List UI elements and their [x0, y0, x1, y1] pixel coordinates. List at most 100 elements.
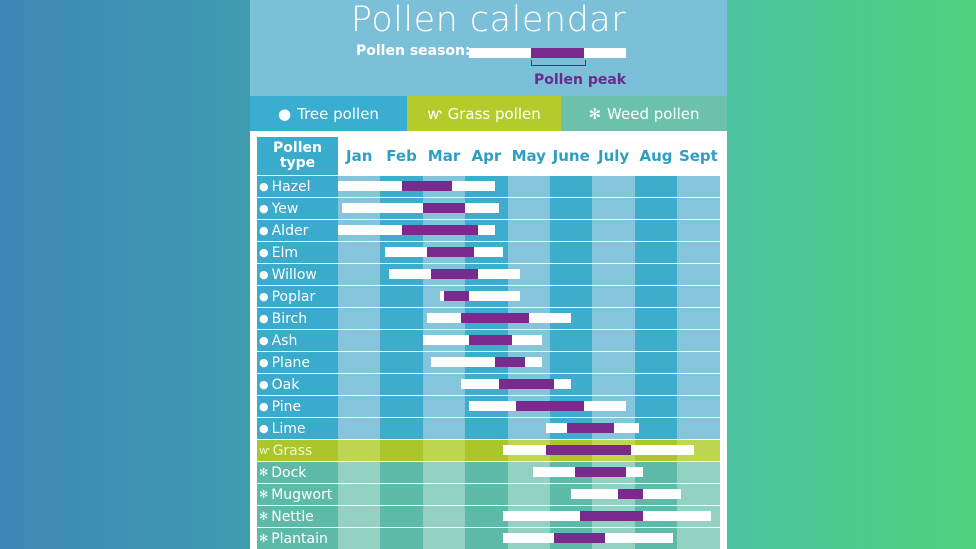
header: Pollen calendar Pollen season: Pollen pe…	[250, 0, 727, 96]
chart-row: ● Birch	[257, 308, 721, 330]
row-header: Pollen type	[257, 137, 338, 175]
month-cell	[422, 418, 466, 439]
month-cell	[634, 462, 678, 483]
peak-bar	[401, 225, 478, 235]
row-divider	[257, 263, 720, 264]
weed-icon: ✻	[259, 488, 269, 501]
peak-bar	[579, 511, 644, 521]
month-cell	[634, 242, 678, 263]
row-divider	[257, 439, 720, 440]
chart-row: ● Willow	[257, 264, 721, 286]
row-name: Oak	[271, 376, 300, 393]
month-cell	[380, 528, 424, 549]
row-divider	[257, 219, 720, 220]
grass-icon: ⱳ	[259, 444, 270, 457]
row-divider	[257, 395, 720, 396]
month-cell	[550, 176, 593, 197]
page-title: Pollen calendar	[350, 0, 627, 40]
month-cell	[592, 308, 636, 329]
month-tick-label: May	[511, 147, 546, 165]
weed-icon: ✻	[588, 104, 602, 123]
tree-icon: ●	[259, 378, 269, 391]
tab-grass-pollen: ⱳ Grass pollen	[407, 96, 561, 131]
chart-row: ⱳ Grass	[257, 440, 721, 462]
month-cell	[465, 418, 509, 439]
month-cell	[338, 374, 381, 395]
row-label: ● Ash	[257, 330, 338, 351]
month-cell	[592, 242, 636, 263]
row-divider	[257, 461, 720, 462]
row-label: ● Willow	[257, 264, 338, 285]
month-cell	[634, 330, 678, 351]
tree-icon: ●	[259, 356, 269, 369]
tree-icon: ●	[278, 104, 292, 123]
row-divider	[257, 417, 720, 418]
row-label: ● Alder	[257, 220, 338, 241]
peak-bar	[469, 335, 512, 345]
month-cell	[634, 374, 678, 395]
row-divider	[257, 329, 720, 330]
row-label: ✻ Nettle	[257, 506, 338, 527]
row-name: Yew	[271, 200, 299, 217]
month-cell	[634, 264, 678, 285]
pollen-calendar-panel: Pollen calendar Pollen season: Pollen pe…	[250, 0, 727, 549]
row-name: Nettle	[271, 508, 314, 525]
peak-bar	[431, 269, 478, 279]
chart-row: ✻ Mugwort	[257, 484, 721, 506]
month-cell	[677, 308, 721, 329]
month-cell	[677, 396, 721, 417]
chart-row: ● Pine	[257, 396, 721, 418]
month-cell	[592, 198, 636, 219]
month-cell	[634, 352, 678, 373]
weed-icon: ✻	[259, 532, 269, 545]
row-name: Alder	[271, 222, 309, 239]
month-cell	[422, 396, 466, 417]
month-cell	[507, 484, 551, 505]
month-cell	[338, 264, 381, 285]
row-label: ✻ Dock	[257, 462, 338, 483]
month-cell	[380, 462, 424, 483]
month-cell	[465, 440, 509, 461]
weed-icon: ✻	[259, 510, 269, 523]
month-cell	[677, 220, 721, 241]
month-cell	[338, 352, 381, 373]
row-name: Plantain	[271, 530, 328, 547]
chart-row: ● Alder	[257, 220, 721, 242]
tree-icon: ●	[259, 246, 269, 259]
month-tick-label: Jan	[346, 147, 373, 165]
chart-row: ● Lime	[257, 418, 721, 440]
month-cell	[592, 264, 636, 285]
month-cell	[677, 198, 721, 219]
season-bar	[439, 291, 521, 301]
row-label: ⱳ Grass	[257, 440, 338, 461]
month-cell	[338, 528, 381, 549]
month-cell	[550, 352, 593, 373]
tree-icon: ●	[259, 312, 269, 325]
month-tick-label: Sept	[678, 147, 718, 165]
tree-icon: ●	[259, 202, 269, 215]
row-name: Birch	[271, 310, 308, 327]
legend-season-label: Pollen season:	[356, 43, 471, 59]
chart-row: ✻ Nettle	[257, 506, 721, 528]
chart-row: ● Ash	[257, 330, 721, 352]
month-cell	[677, 352, 721, 373]
legend-peak-bar	[531, 48, 584, 58]
month-cell	[422, 440, 466, 461]
month-tick-label: Feb	[386, 147, 417, 165]
peak-bar	[617, 489, 644, 499]
month-tick-label: June	[552, 147, 590, 165]
row-label: ● Elm	[257, 242, 338, 263]
row-divider	[257, 483, 720, 484]
peak-bar	[444, 291, 470, 301]
season-bar	[342, 203, 500, 213]
chart-row: ✻ Dock	[257, 462, 721, 484]
month-cell	[592, 352, 636, 373]
month-cell	[422, 528, 466, 549]
peak-bar	[545, 445, 631, 455]
row-label: ● Hazel	[257, 176, 338, 197]
row-name: Dock	[271, 464, 307, 481]
month-cell	[677, 484, 721, 505]
month-cell	[338, 308, 381, 329]
row-label: ● Oak	[257, 374, 338, 395]
chart-row: ✻ Plantain	[257, 528, 721, 549]
